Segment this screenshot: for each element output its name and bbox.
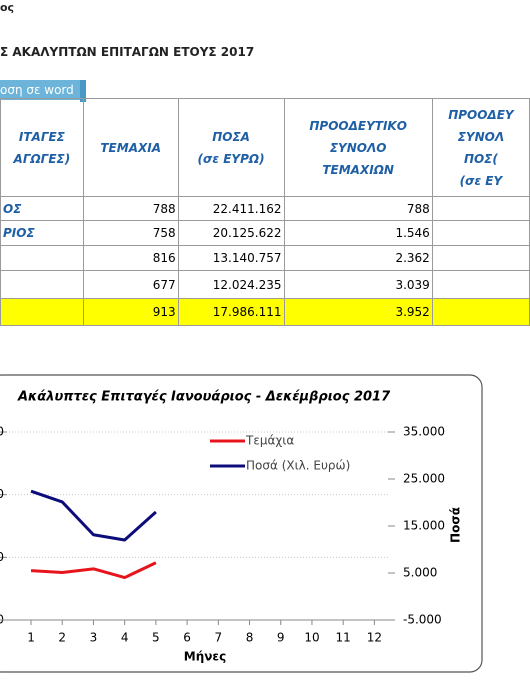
header-line: ΣΥΝΟΛ	[457, 129, 505, 144]
series-line	[30, 561, 157, 580]
header-cell: ΤΕΜΑΧΙΑ	[82, 98, 179, 197]
header-line: ΣΥΝΟΛΟ	[329, 140, 387, 155]
x-tick-label: 4	[121, 631, 129, 645]
table-row: ΟΣ 788 22.411.162 788	[0, 196, 530, 221]
header-row: ΙΤΑΓΕΣ ΑΓΩΓΕΣ) ΤΕΜΑΧΙΑ ΠΟΣΑ (σε ΕΥΡΩ) ΠΡΟΟΔΕΥ…	[0, 98, 530, 197]
y2-tick-label: -5.000	[403, 613, 442, 627]
header-line: ΠΡΟΟΔΕΥ	[448, 107, 514, 122]
table-cell: 17.986.111	[177, 298, 285, 326]
table-cell: 913	[82, 298, 179, 326]
site-fragment: ος	[0, 1, 15, 14]
table-cell: 816	[82, 245, 179, 271]
header-line: (σε ΕΥ	[459, 173, 503, 188]
header-line: ΤΕΜΑΧΙΩΝ	[322, 162, 394, 177]
button-tab	[80, 80, 86, 102]
table-cell: 13.140.757	[177, 245, 285, 271]
page-title: Σ ΑΚΑΛΥΠΤΩΝ ΕΠΙΤΑΓΩΝ ΕΤΟΥΣ 2017	[0, 45, 255, 59]
table-row: ΡΙΟΣ 758 20.125.622 1.546	[0, 220, 530, 246]
header-line: (σε ΕΥΡΩ)	[197, 151, 265, 166]
table-cell	[0, 298, 84, 326]
table-cell: 788	[283, 196, 433, 221]
table-row: 677 12.024.235 3.039	[0, 270, 530, 299]
y2-axis-label: Ποσά	[449, 507, 463, 543]
table-cell	[431, 270, 530, 299]
table-cell: 788	[82, 196, 179, 221]
table-cell: 3.952	[283, 298, 433, 326]
data-table: ΙΤΑΓΕΣ ΑΓΩΓΕΣ) ΤΕΜΑΧΙΑ ΠΟΣΑ (σε ΕΥΡΩ) ΠΡΟΟΔΕΥ…	[0, 98, 530, 326]
header-cell: ΠΡΟΟΔΕΥΤΙΚΟ ΣΥΝΟΛΟ ΤΕΜΑΧΙΩΝ	[283, 98, 433, 197]
x-tick-label: 8	[246, 631, 254, 645]
chart-frame	[0, 374, 483, 673]
header-cell: ΙΤΑΓΕΣ ΑΓΩΓΕΣ)	[0, 98, 84, 197]
header-line: ΠΟΣΑ	[212, 129, 250, 144]
table-cell: 22.411.162	[177, 196, 285, 221]
y-tick-label: 1.000	[0, 550, 4, 564]
header-cell: ΠΟΣΑ (σε ΕΥΡΩ)	[177, 98, 285, 197]
header-line: ΤΕΜΑΧΙΑ	[100, 140, 161, 155]
table-cell: 1.546	[283, 220, 433, 246]
export-button[interactable]: οση σε word	[0, 80, 80, 100]
y-tick-label: 2.000	[0, 487, 4, 501]
header-cell: ΠΡΟΟΔΕΥ ΣΥΝΟΛ ΠΟΣ( (σε ΕΥ	[431, 98, 530, 197]
y2-tick-label: 5.000	[403, 566, 437, 580]
y2-tick-label: 35.000	[403, 425, 445, 439]
series-line	[30, 489, 157, 542]
legend-label: Τεμάχια	[245, 434, 294, 448]
header-line: ΠΡΟΟΔΕΥΤΙΚΟ	[309, 118, 407, 133]
header-line: ΑΓΩΓΕΣ)	[13, 151, 71, 166]
x-tick-label: 12	[367, 631, 382, 645]
table-cell	[431, 298, 530, 326]
x-tick-label: 5	[152, 631, 160, 645]
table-cell: 3.039	[283, 270, 433, 299]
table-cell: 12.024.235	[177, 270, 285, 299]
x-tick-label: 10	[304, 631, 319, 645]
y2-tick-label: 25.000	[403, 472, 445, 486]
table-row: 913 17.986.111 3.952	[0, 298, 530, 326]
x-tick-label: 7	[214, 631, 222, 645]
y-tick-label: 3.000	[0, 425, 4, 439]
x-tick-label: 9	[277, 631, 285, 645]
legend-label: Ποσά (Χιλ. Ευρώ)	[246, 459, 350, 473]
x-tick-label: 1	[27, 631, 35, 645]
table-cell	[431, 220, 530, 246]
header-line: ΠΟΣ(	[463, 151, 498, 166]
x-tick-label: 3	[90, 631, 98, 645]
table-cell	[431, 196, 530, 221]
x-tick-label: 11	[336, 631, 351, 645]
x-tick-label: 2	[58, 631, 66, 645]
header-line: ΙΤΑΓΕΣ	[18, 129, 65, 144]
x-axis-label: Μήνες	[184, 650, 226, 664]
chart-title: Ακάλυπτες Επιταγές Ιανουάριος - Δεκέμβρι…	[17, 390, 391, 405]
table-cell: 677	[82, 270, 179, 299]
x-tick-label: 6	[183, 631, 191, 645]
button-label: οση σε word	[0, 83, 74, 97]
y2-tick-label: 15.000	[403, 519, 445, 533]
